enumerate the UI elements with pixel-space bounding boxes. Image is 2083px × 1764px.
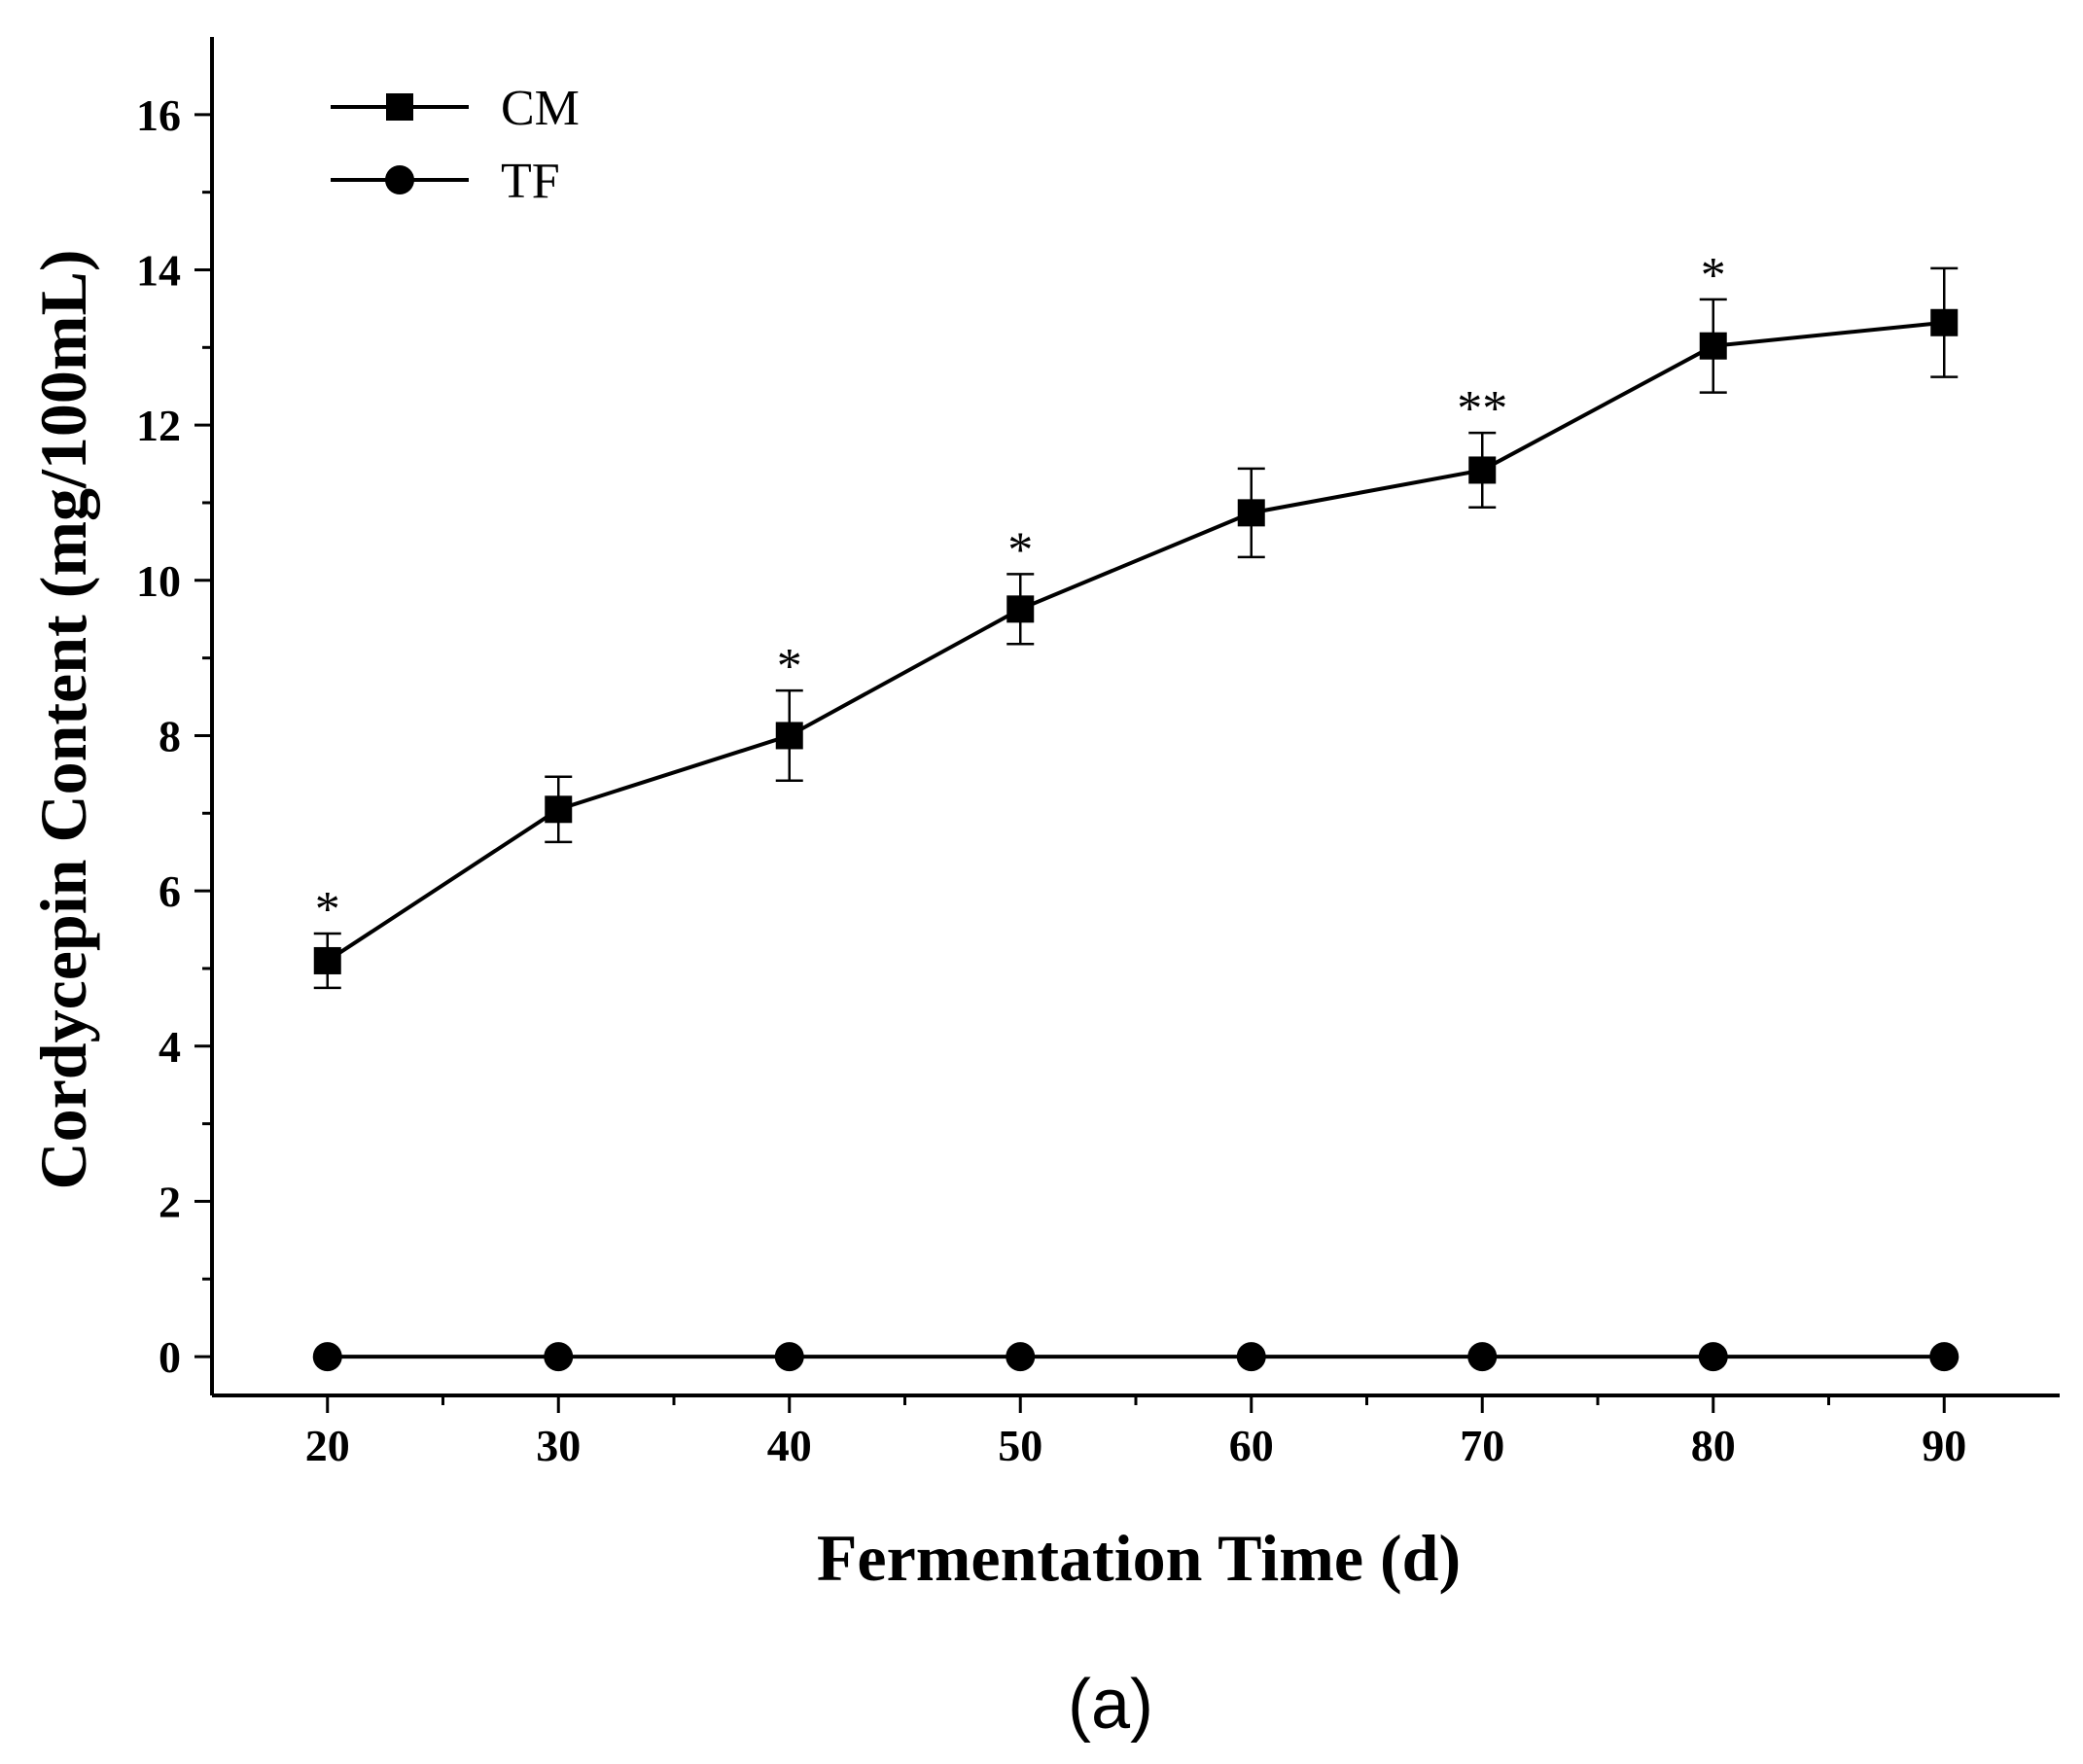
legend-label-cm: CM	[501, 81, 580, 136]
y-tick-label: 10	[136, 556, 181, 606]
x-tick-label: 20	[305, 1421, 350, 1470]
series-lines	[326, 320, 1945, 1359]
data-point-tf	[544, 1342, 574, 1372]
data-point-cm	[313, 946, 341, 974]
data-point-tf	[1698, 1342, 1728, 1372]
legend-label-tf: TF	[501, 154, 560, 209]
data-point-cm	[1930, 308, 1959, 336]
significance-label: *	[1701, 248, 1726, 303]
data-point-tf	[1467, 1342, 1498, 1372]
legend-marker-tf	[385, 165, 414, 194]
data-point-tf	[312, 1342, 342, 1372]
x-tick-label: 70	[1460, 1421, 1504, 1470]
legend: CM TF	[331, 81, 580, 209]
data-point-tf	[1236, 1342, 1266, 1372]
significance-label: *	[1007, 522, 1033, 578]
data-point-cm	[1468, 456, 1497, 484]
panel-label: (a)	[1068, 1666, 1153, 1744]
data-point-tf	[1006, 1342, 1036, 1372]
error-bars	[313, 266, 1959, 990]
x-tick-label: 60	[1229, 1421, 1274, 1470]
markers	[312, 308, 1959, 1372]
y-axis-title: Cordycepin Content (mg/100mL)	[26, 249, 100, 1189]
legend-marker-cm	[386, 93, 413, 121]
significance-label: *	[315, 882, 340, 937]
data-point-tf	[1929, 1342, 1959, 1372]
y-tick-label: 8	[159, 711, 181, 760]
y-tick-label: 16	[136, 90, 181, 140]
y-tick-label: 12	[136, 401, 181, 450]
x-tick-label: 40	[767, 1421, 812, 1470]
y-tick-label: 2	[159, 1177, 181, 1226]
x-axis-title: Fermentation Time (d)	[817, 1521, 1461, 1595]
y-tick-label: 0	[159, 1332, 181, 1382]
y-tick-label: 4	[159, 1022, 181, 1072]
data-point-cm	[775, 722, 803, 750]
x-tick-label: 30	[536, 1421, 581, 1470]
significance-label: **	[1457, 381, 1507, 437]
data-point-cm	[545, 795, 573, 824]
y-tick-label: 14	[136, 245, 181, 295]
data-point-cm	[1006, 595, 1035, 623]
series-line-cm	[326, 320, 1945, 963]
significance-markers: ******	[315, 248, 1726, 937]
significance-label: *	[777, 639, 802, 694]
axes	[210, 37, 2060, 1397]
x-tick-label: 50	[998, 1421, 1042, 1470]
data-point-cm	[1237, 499, 1265, 527]
data-point-cm	[1699, 332, 1727, 360]
data-point-tf	[774, 1342, 804, 1372]
y-tick-label: 6	[159, 866, 181, 916]
x-tick-label: 80	[1691, 1421, 1736, 1470]
ticks: 20 30 40 50 60 70 80 90 0 2 4 6 8 10 12 14 16	[136, 90, 1966, 1470]
x-tick-label: 90	[1922, 1421, 1966, 1470]
